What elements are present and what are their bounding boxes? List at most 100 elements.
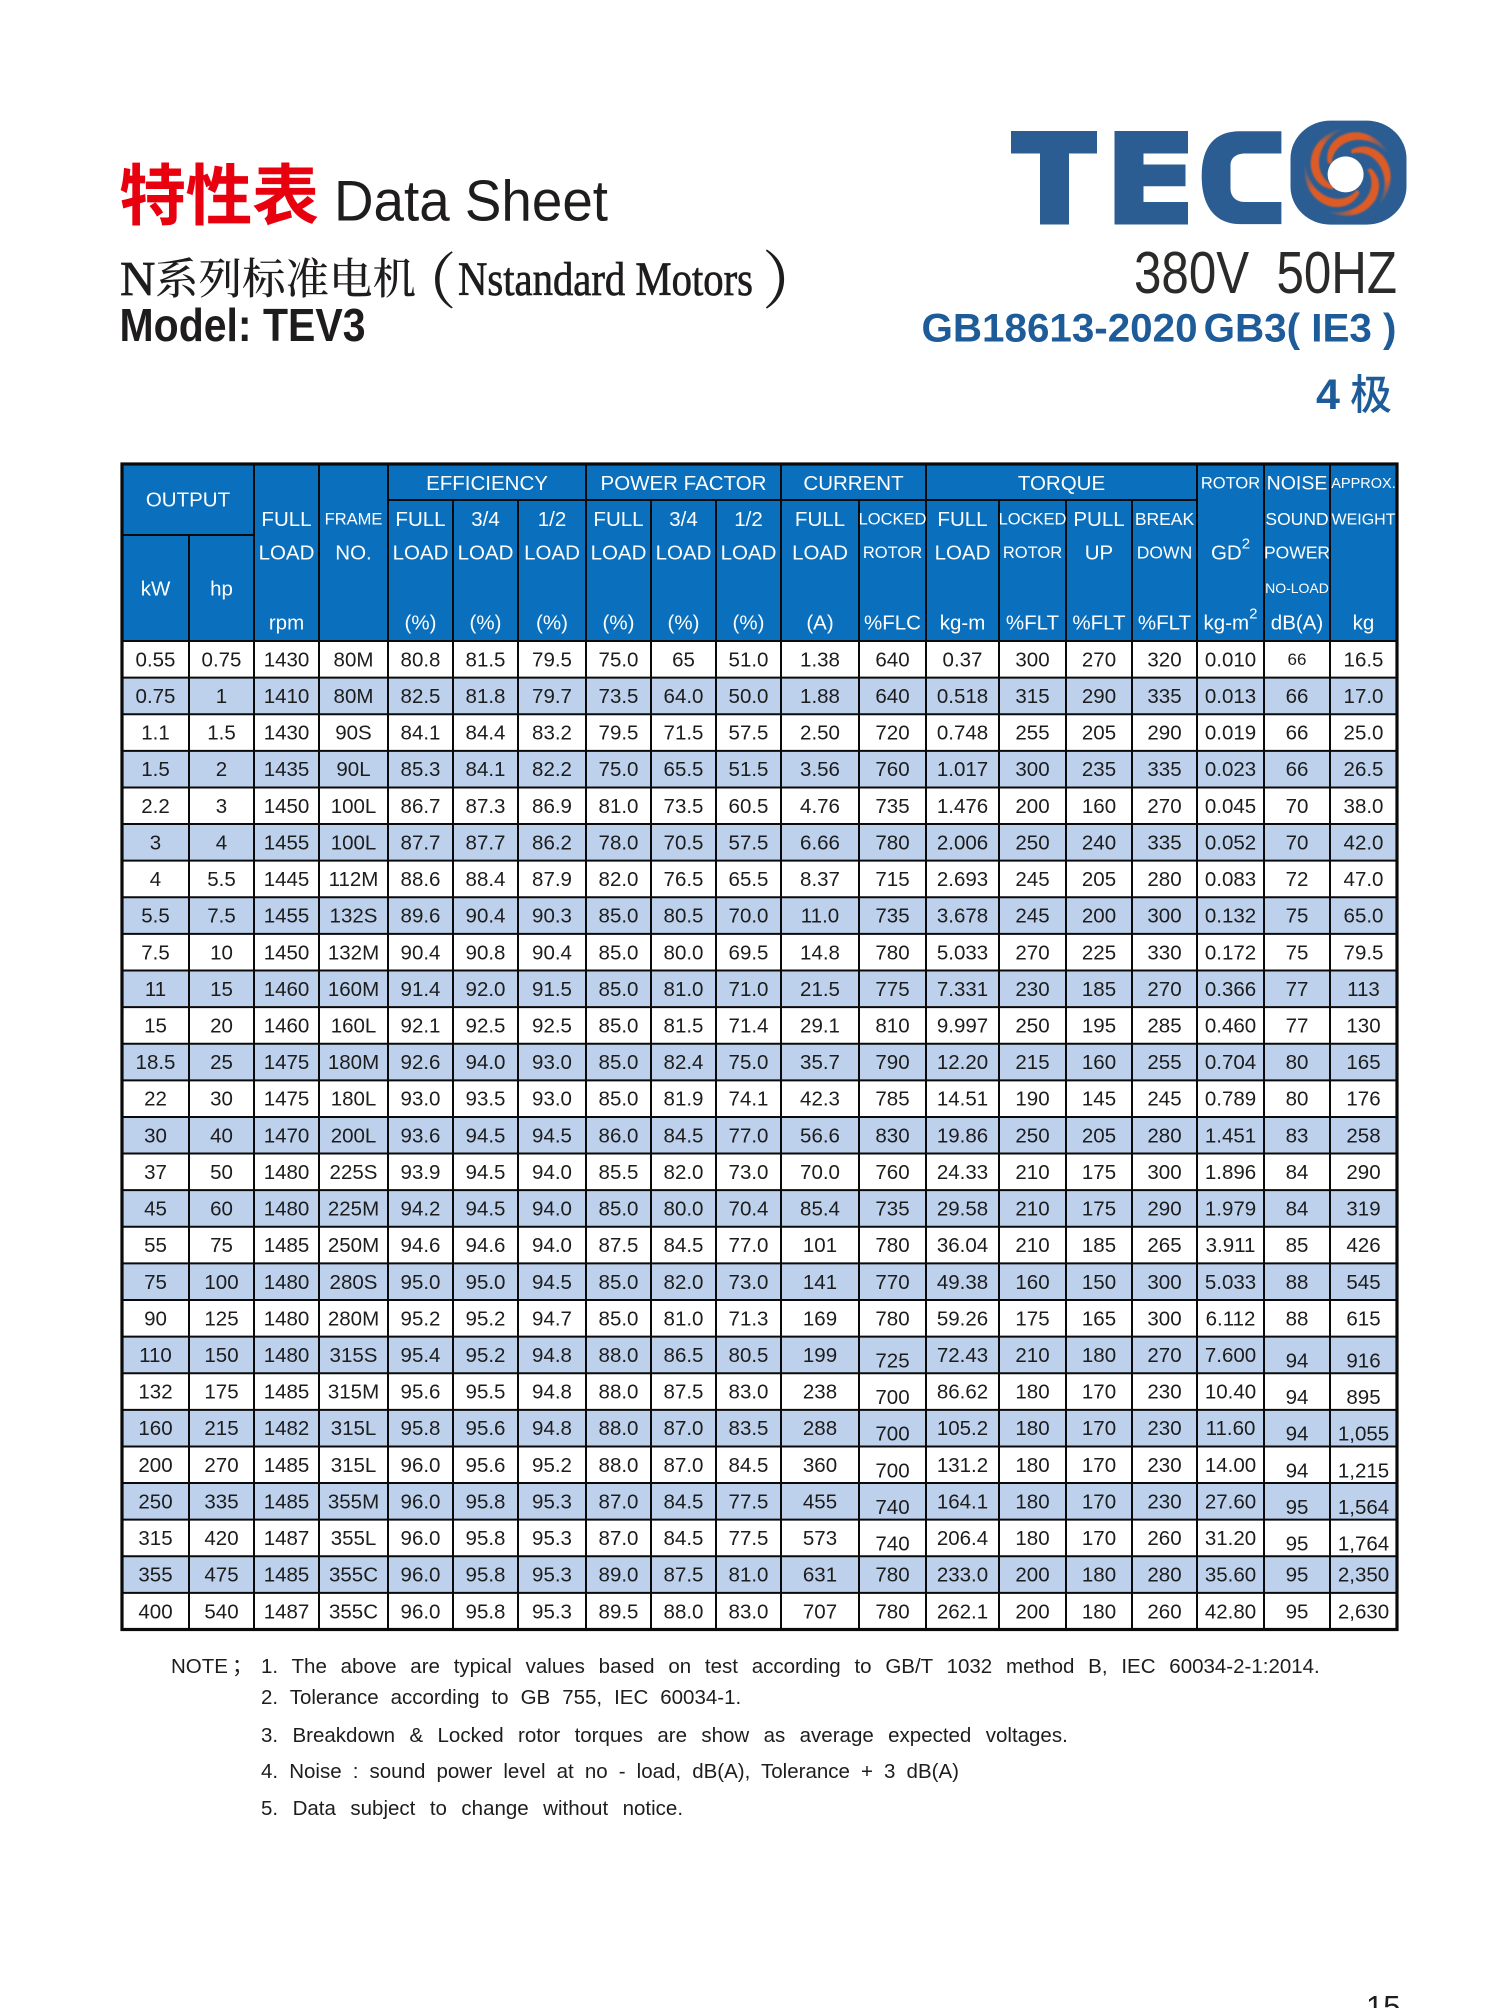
svg-text:36.04: 36.04 [937,1234,988,1257]
svg-text:84.5: 84.5 [729,1454,769,1477]
svg-text:85.0: 85.0 [599,1307,639,1330]
svg-text:94.5: 94.5 [532,1271,572,1294]
svg-text:0.55: 0.55 [136,648,176,671]
svg-text:3/4: 3/4 [669,508,698,531]
svg-text:83.2: 83.2 [532,722,572,745]
svg-text:132M: 132M [328,941,379,964]
svg-text:1,055: 1,055 [1338,1423,1389,1446]
svg-text:71.5: 71.5 [664,722,704,745]
svg-text:2. Tolerance according to GB 7: 2. Tolerance according to GB 755, IEC 60… [261,1686,741,1709]
svg-text:88.4: 88.4 [466,868,506,891]
svg-text:88.0: 88.0 [599,1344,639,1367]
svg-text:290: 290 [1346,1161,1380,1184]
svg-text:82.0: 82.0 [599,868,639,891]
svg-text:81.5: 81.5 [466,648,506,671]
svg-text:335: 335 [1147,685,1181,708]
svg-text:780: 780 [875,1234,909,1257]
svg-text:NO.: NO. [335,542,371,565]
svg-text:1,564: 1,564 [1338,1496,1389,1519]
svg-text:165: 165 [1346,1051,1380,1074]
svg-text:205: 205 [1082,868,1116,891]
svg-text:94.6: 94.6 [466,1234,506,1257]
svg-text:5. Data subject to change with: 5. Data subject to change without notice… [261,1797,683,1820]
svg-text:180: 180 [1015,1527,1049,1550]
svg-text:14.8: 14.8 [800,941,840,964]
svg-text:75: 75 [144,1271,167,1294]
svg-text:80: 80 [1286,1088,1309,1111]
svg-text:233.0: 233.0 [937,1564,988,1587]
svg-text:270: 270 [204,1454,238,1477]
svg-text:1487: 1487 [264,1600,310,1623]
svg-text:1480: 1480 [264,1344,310,1367]
svg-text:360: 360 [803,1454,837,1477]
svg-text:POWER: POWER [1264,543,1330,563]
svg-text:300: 300 [1147,1161,1181,1184]
svg-text:230: 230 [1147,1417,1181,1440]
svg-text:1.38: 1.38 [800,648,840,671]
svg-text:1485: 1485 [264,1381,310,1404]
svg-text:7.331: 7.331 [937,978,988,1001]
svg-text:82.5: 82.5 [401,685,441,708]
svg-text:NO-LOAD: NO-LOAD [1265,580,1329,596]
svg-text:176: 176 [1346,1088,1380,1111]
svg-text:17.0: 17.0 [1344,685,1384,708]
svg-text:640: 640 [875,685,909,708]
svg-text:780: 780 [875,1307,909,1330]
svg-text:260: 260 [1147,1527,1181,1550]
svg-text:94.8: 94.8 [532,1381,572,1404]
svg-text:270: 270 [1147,978,1181,1001]
svg-text:1455: 1455 [264,831,310,854]
svg-text:210: 210 [1015,1234,1049,1257]
svg-text:30: 30 [144,1124,167,1147]
svg-text:1480: 1480 [264,1307,310,1330]
svg-text:50: 50 [210,1161,233,1184]
svg-text:735: 735 [875,795,909,818]
svg-text:1430: 1430 [264,648,310,671]
svg-text:83: 83 [1286,1124,1309,1147]
svg-text:2.2: 2.2 [141,795,170,818]
svg-text:55: 55 [144,1234,167,1257]
svg-text:(%): (%) [405,612,437,635]
svg-text:400: 400 [138,1600,172,1623]
svg-text:170: 170 [1082,1381,1116,1404]
svg-text:0.023: 0.023 [1205,758,1256,781]
svg-text:95.2: 95.2 [532,1454,572,1477]
svg-text:95.5: 95.5 [466,1381,506,1404]
svg-text:78.0: 78.0 [599,831,639,854]
svg-text:65: 65 [672,648,695,671]
svg-text:206.4: 206.4 [937,1527,988,1550]
svg-text:BREAK: BREAK [1135,509,1195,529]
svg-text:180: 180 [1015,1417,1049,1440]
svg-text:1.979: 1.979 [1205,1198,1256,1221]
svg-text:1480: 1480 [264,1161,310,1184]
svg-text:7.5: 7.5 [207,905,236,928]
svg-text:94.8: 94.8 [532,1417,572,1440]
svg-text:94.0: 94.0 [532,1198,572,1221]
svg-text:85.0: 85.0 [599,1015,639,1038]
svg-text:1480: 1480 [264,1271,310,1294]
svg-text:LOCKED: LOCKED [999,511,1067,529]
svg-text:615: 615 [1346,1307,1380,1330]
svg-text:37: 37 [144,1161,167,1184]
svg-text:1,764: 1,764 [1338,1533,1389,1556]
svg-text:1445: 1445 [264,868,310,891]
svg-text:80M: 80M [334,685,374,708]
svg-text:169: 169 [803,1307,837,1330]
svg-text:95.8: 95.8 [466,1527,506,1550]
svg-text:3. Breakdown & Locked rotor to: 3. Breakdown & Locked rotor torques are … [261,1724,1068,1747]
svg-text:180: 180 [1015,1454,1049,1477]
svg-text:131.2: 131.2 [937,1454,988,1477]
svg-text:60.5: 60.5 [729,795,769,818]
svg-text:94.7: 94.7 [532,1307,572,1330]
svg-text:76.5: 76.5 [664,868,704,891]
svg-text:ROTOR: ROTOR [863,544,922,562]
svg-text:75: 75 [1286,905,1309,928]
svg-text:84.4: 84.4 [466,722,506,745]
svg-text:51.5: 51.5 [729,758,769,781]
svg-text:320: 320 [1147,648,1181,671]
svg-text:81.0: 81.0 [664,978,704,1001]
svg-text:265: 265 [1147,1234,1181,1257]
svg-text:14.51: 14.51 [937,1088,988,1111]
svg-text:1450: 1450 [264,941,310,964]
svg-text:245: 245 [1015,905,1049,928]
